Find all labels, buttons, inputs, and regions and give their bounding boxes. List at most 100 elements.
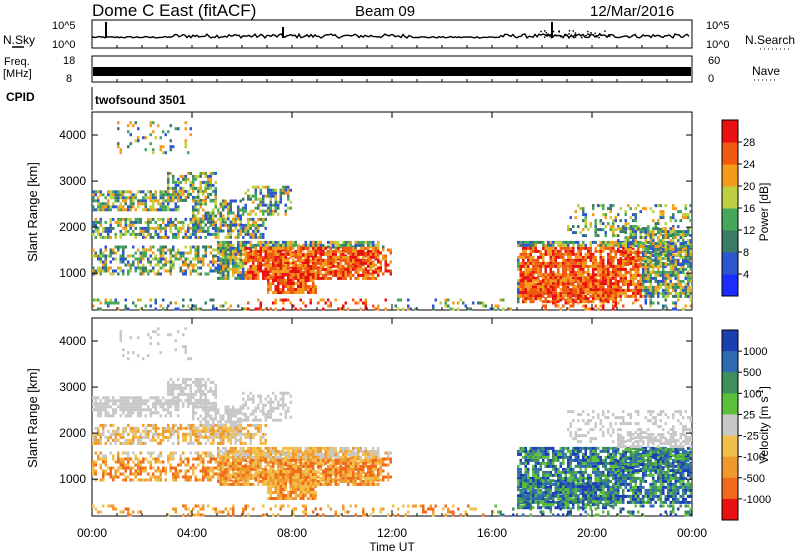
heat-cell (664, 285, 667, 289)
heat-cell (687, 279, 690, 283)
heat-cell (197, 199, 200, 203)
heat-cell (224, 223, 227, 227)
heat-cell (289, 240, 292, 244)
heat-cell (169, 414, 172, 418)
heat-cell (139, 251, 142, 255)
heat-cell (257, 423, 260, 427)
heat-cell (314, 264, 317, 267)
heat-cell (652, 210, 655, 214)
heat-cell (264, 267, 267, 271)
heat-cell (524, 270, 527, 274)
heat-cell (162, 251, 165, 255)
heat-cell (534, 264, 537, 268)
heat-cell (119, 235, 122, 239)
heat-cell (167, 435, 170, 439)
heat-cell (682, 216, 685, 220)
heat-cell (659, 216, 662, 220)
heat-cell (382, 272, 385, 276)
heat-cell (214, 260, 217, 264)
heat-cell (667, 291, 670, 295)
heat-cell (519, 294, 522, 298)
heat-cell (194, 199, 197, 203)
heat-cell (102, 460, 105, 464)
heat-cell (294, 282, 297, 285)
heat-cell (644, 252, 647, 256)
heat-cell (384, 257, 387, 261)
heat-cell (284, 246, 287, 250)
heat-cell (667, 257, 670, 261)
heat-cell (664, 291, 667, 295)
heat-cell (144, 199, 147, 203)
heat-cell (464, 304, 467, 308)
heat-cell (584, 300, 587, 304)
heat-cell (604, 246, 607, 250)
heat-cell (582, 219, 585, 223)
heat-cell (157, 208, 160, 212)
heat-cell (124, 196, 127, 200)
heat-cell (317, 301, 320, 305)
heat-cell (189, 441, 192, 445)
heat-cell (117, 208, 120, 212)
heat-cell (639, 276, 642, 280)
heat-cell (354, 276, 357, 280)
heat-cell (202, 171, 205, 175)
heat-cell (177, 429, 180, 433)
freq-trace-band (93, 67, 691, 76)
nsearch-dot (540, 30, 542, 33)
heat-cell (617, 261, 620, 265)
heat-cell (524, 279, 527, 283)
heat-cell (202, 245, 205, 249)
heat-cell (267, 212, 270, 216)
heat-cell (182, 192, 185, 196)
heat-cell (102, 193, 105, 197)
heat-cell (619, 294, 622, 298)
heat-cell (302, 254, 305, 258)
heat-cell (274, 249, 277, 253)
heat-cell (182, 435, 185, 439)
heat-cell (189, 251, 192, 255)
heat-cell (667, 254, 670, 258)
heat-cell (584, 270, 587, 274)
heat-cell (127, 254, 130, 258)
heat-cell (582, 240, 585, 244)
y-tick-label: 3000 (59, 174, 86, 188)
heat-cell (167, 190, 170, 194)
heat-cell (617, 234, 620, 238)
heat-cell (292, 258, 295, 262)
heat-cell (127, 441, 130, 445)
nsearch-dot (608, 35, 611, 38)
heat-cell (99, 272, 102, 276)
heat-cell (619, 261, 622, 265)
heat-cell (659, 204, 662, 208)
heat-cell (394, 304, 397, 308)
heat-cell (627, 288, 630, 292)
heat-cell (112, 399, 115, 403)
heat-cell (107, 193, 110, 197)
heat-cell (149, 196, 152, 200)
heat-cell (669, 282, 672, 286)
heat-cell (92, 199, 95, 203)
heat-cell (252, 264, 255, 268)
heat-cell (132, 396, 135, 400)
heat-cell (232, 429, 235, 433)
heat-cell (97, 298, 100, 302)
heat-cell (102, 269, 105, 273)
heat-cell (264, 226, 267, 230)
heat-cell (347, 264, 350, 268)
heat-cell (217, 208, 220, 212)
heat-cell (644, 261, 647, 265)
heat-cell (237, 264, 240, 268)
heat-cell (164, 205, 167, 209)
heat-cell (349, 252, 352, 256)
heat-cell (259, 232, 262, 236)
heat-cell (157, 199, 160, 203)
heat-cell (567, 285, 570, 289)
heat-cell (652, 236, 655, 240)
heat-cell (559, 279, 562, 283)
heat-cell (634, 257, 637, 261)
heat-cell (264, 255, 267, 259)
heat-cell (527, 279, 530, 283)
heat-cell (182, 298, 185, 302)
heat-cell (149, 438, 152, 442)
heat-cell (614, 298, 617, 302)
